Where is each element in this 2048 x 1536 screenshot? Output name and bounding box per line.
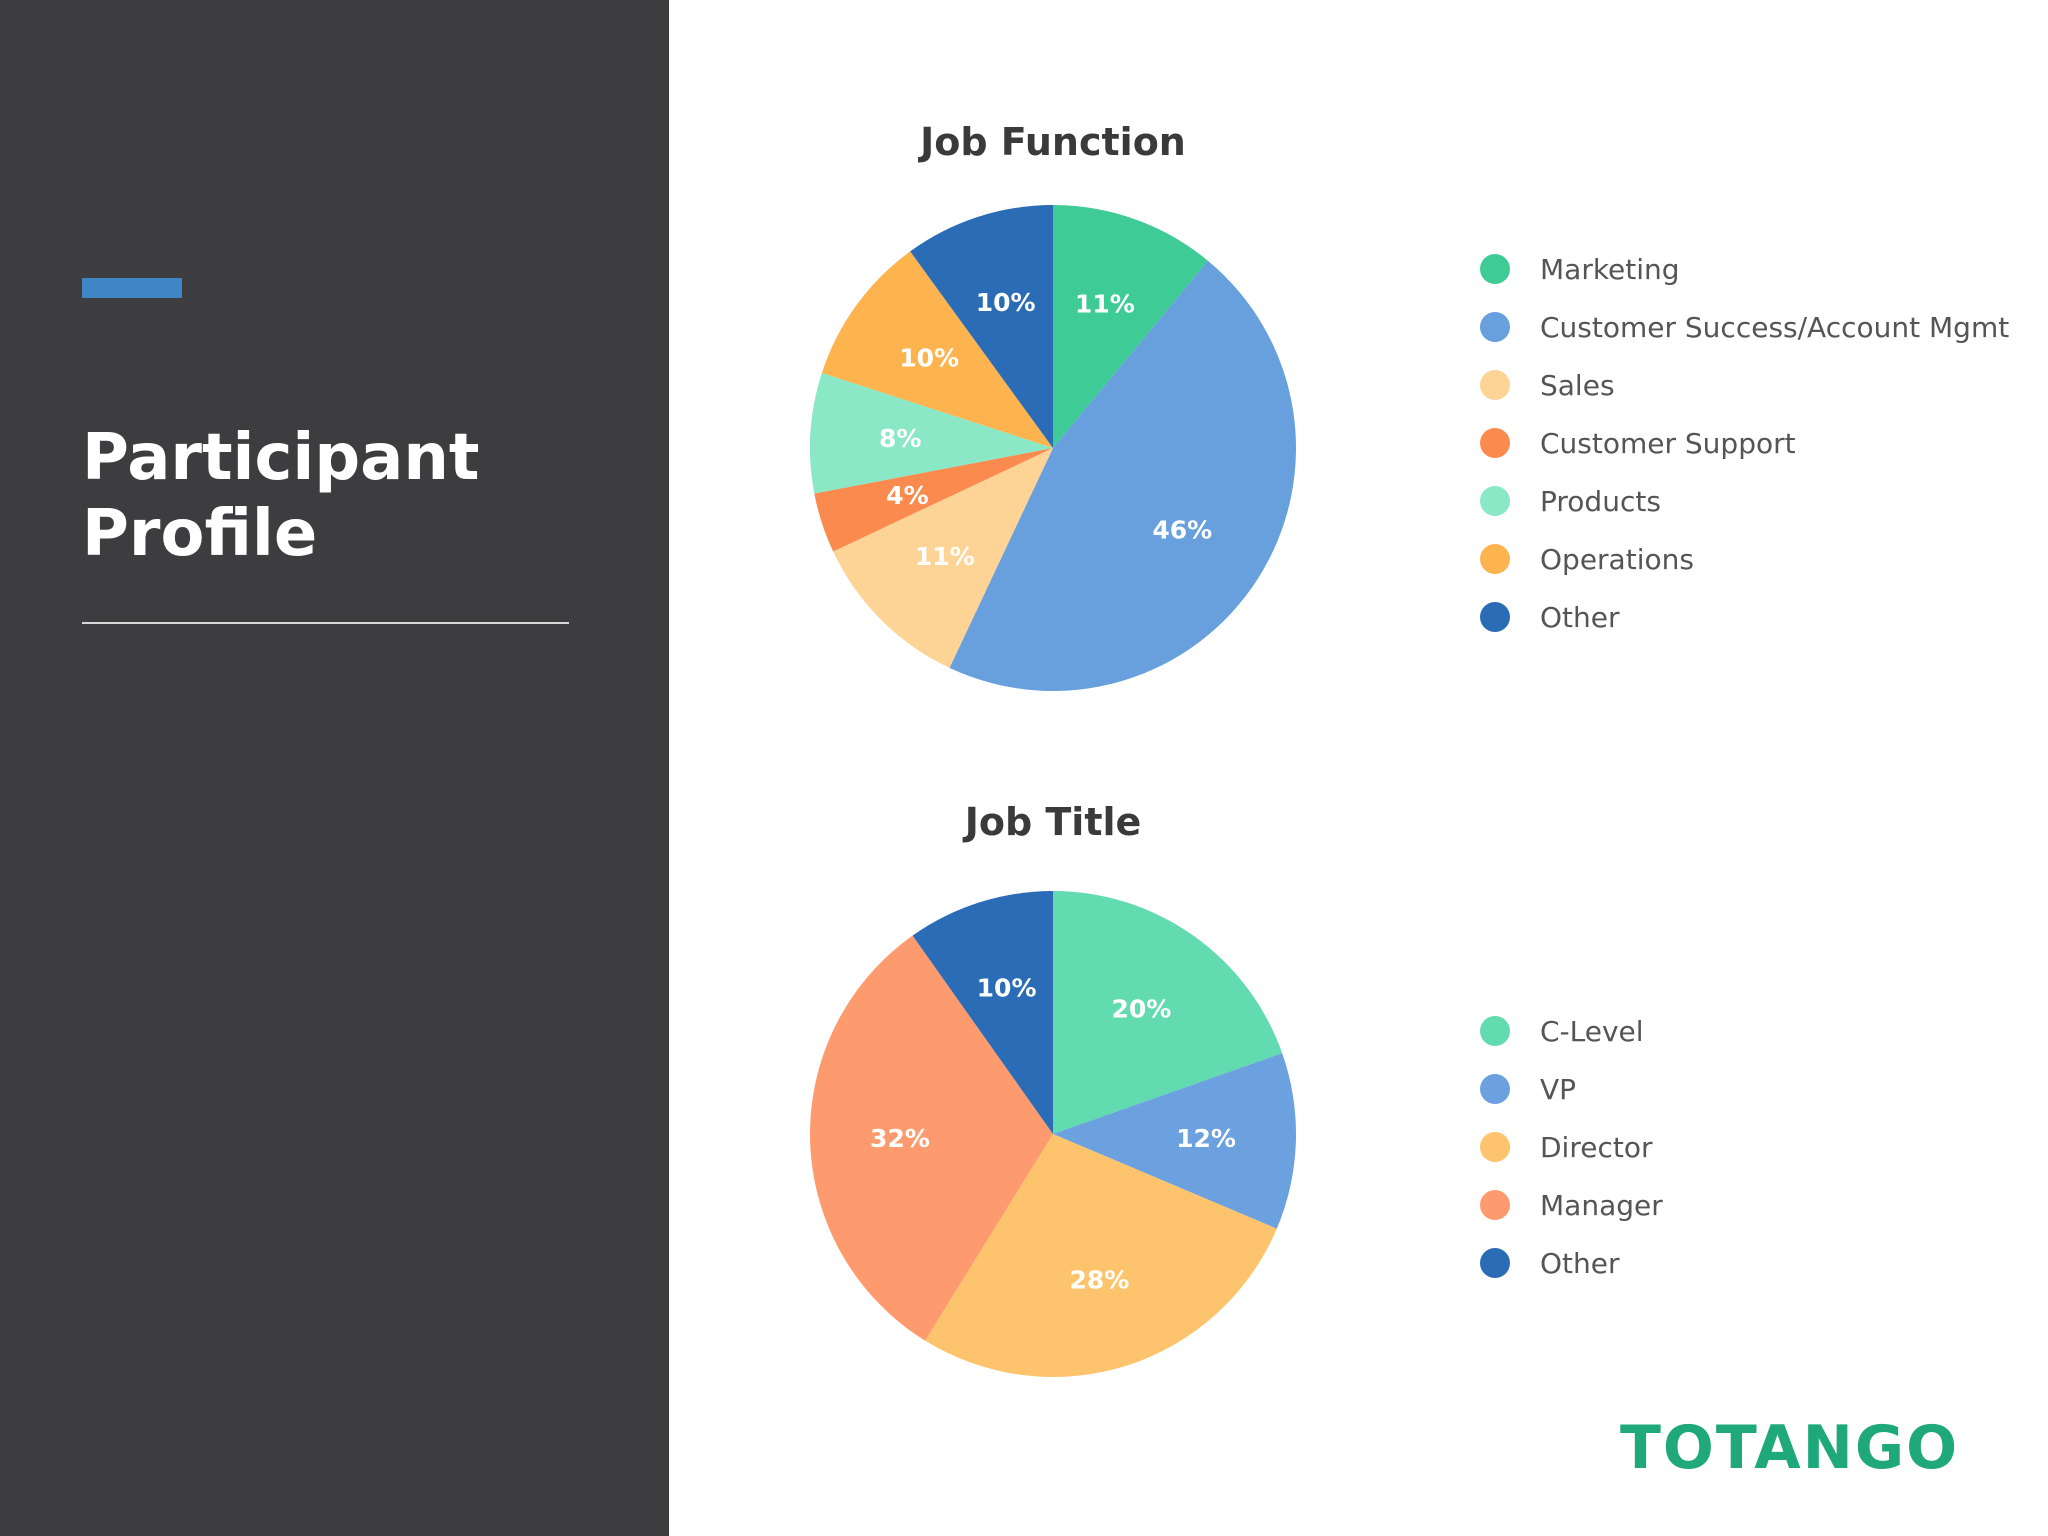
legend-swatch-icon (1480, 1132, 1510, 1162)
job-title-pie-chart: 20% 12% 28% 32% 10% (810, 891, 1296, 1377)
job-function-legend-item-customer-support: Customer Support (1480, 414, 2009, 472)
job-title-legend-item-director: Director (1480, 1118, 1663, 1176)
legend-swatch-icon (1480, 254, 1510, 284)
job-title-slice-vp (1053, 1053, 1296, 1229)
job-function-chart-title: Job Function (920, 120, 1186, 164)
job-title-slice-c-level (1053, 891, 1283, 1134)
job-title-slice-manager (810, 935, 1053, 1341)
legend-label: C-Level (1540, 1014, 1644, 1048)
legend-swatch-icon (1480, 1016, 1510, 1046)
job-function-data-label-customer-support: 4% (886, 481, 928, 510)
job-function-data-label-marketing: 11% (1075, 289, 1135, 318)
job-function-data-label-products: 8% (879, 424, 921, 453)
legend-label: VP (1540, 1072, 1577, 1106)
job-title-data-label-manager: 32% (870, 1124, 930, 1153)
job-function-slice-operations (821, 251, 1053, 448)
legend-label: Other (1540, 600, 1620, 634)
legend-label: Products (1540, 484, 1661, 518)
legend-swatch-icon (1480, 1190, 1510, 1220)
job-title-legend-item-manager: Manager (1480, 1176, 1663, 1234)
sidebar: Participant Profile (0, 0, 669, 1536)
job-function-slice-products (810, 372, 1053, 494)
job-title-data-label-c-level: 20% (1112, 995, 1172, 1024)
job-title-legend-item-c-level: C-Level (1480, 1002, 1663, 1060)
job-title-legend-item-vp: VP (1480, 1060, 1663, 1118)
job-function-slice-other (910, 205, 1053, 448)
legend-label: Operations (1540, 542, 1694, 576)
legend-swatch-icon (1480, 428, 1510, 458)
legend-swatch-icon (1480, 1074, 1510, 1104)
job-function-slice-sales (833, 448, 1053, 668)
job-function-legend-item-customer-success-account-mgmt: Customer Success/Account Mgmt (1480, 298, 2009, 356)
legend-label: Manager (1540, 1188, 1663, 1222)
job-title-data-label-other: 10% (977, 974, 1037, 1003)
legend-swatch-icon (1480, 370, 1510, 400)
job-function-legend-item-other: Other (1480, 588, 2009, 646)
job-function-legend: Marketing Customer Success/Account Mgmt Sa… (1480, 240, 2009, 646)
legend-swatch-icon (1480, 1248, 1510, 1278)
legend-label: Other (1540, 1246, 1620, 1280)
job-function-pie-chart: 11% 46% 11% 4% 8% 10% 10% (810, 205, 1297, 692)
job-title-data-label-director: 28% (1069, 1265, 1129, 1294)
legend-label: Customer Support (1540, 426, 1796, 460)
job-function-slice-customer-support (814, 448, 1053, 552)
job-function-data-label-sales: 11% (915, 542, 975, 571)
legend-label: Director (1540, 1130, 1653, 1164)
totango-logo: TOTANGO (1620, 1413, 1960, 1483)
legend-label: Sales (1540, 368, 1615, 402)
legend-label: Marketing (1540, 252, 1680, 286)
legend-label: Customer Success/Account Mgmt (1540, 310, 2010, 344)
accent-bar (82, 278, 182, 298)
page-title: Participant Profile (82, 421, 480, 571)
job-title-slice-other (912, 891, 1053, 1134)
job-function-legend-item-products: Products (1480, 472, 2009, 530)
job-title-legend-item-other: Other (1480, 1234, 1663, 1292)
job-function-data-label-operations: 10% (899, 344, 959, 373)
job-function-legend-item-marketing: Marketing (1480, 240, 2009, 298)
title-divider (82, 622, 569, 624)
job-function-slice-customer-success-account-mgmt (949, 260, 1297, 692)
job-function-legend-item-operations: Operations (1480, 530, 2009, 588)
legend-swatch-icon (1480, 312, 1510, 342)
job-function-legend-item-sales: Sales (1480, 356, 2009, 414)
legend-swatch-icon (1480, 544, 1510, 574)
job-title-data-label-vp: 12% (1176, 1124, 1236, 1153)
job-title-slice-director (925, 1134, 1277, 1377)
job-function-data-label-other: 10% (976, 288, 1036, 317)
job-title-legend: C-Level VP Director Manager Other (1480, 1002, 1663, 1292)
legend-swatch-icon (1480, 486, 1510, 516)
job-title-chart-title: Job Title (964, 800, 1142, 844)
job-function-data-label-customer-success-account-mgmt: 46% (1152, 516, 1212, 545)
job-function-slice-marketing (1053, 205, 1208, 448)
legend-swatch-icon (1480, 602, 1510, 632)
